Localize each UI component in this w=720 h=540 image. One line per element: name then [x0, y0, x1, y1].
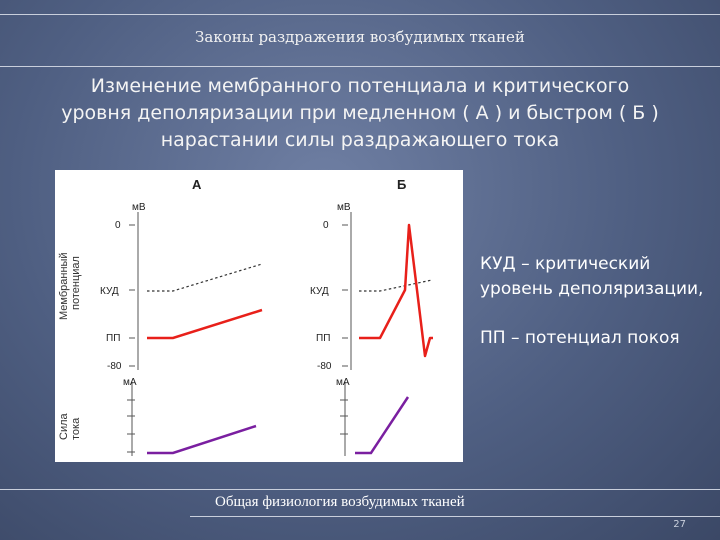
top-rule-1	[0, 14, 720, 15]
ylabel-current-2: тока	[70, 417, 82, 440]
legend-kud-line-1: КУД – критический	[480, 254, 651, 274]
page-number: 27	[673, 519, 686, 530]
panel-b-action-potential-line	[359, 223, 433, 358]
ylabel-membrane-2: потенциал	[70, 256, 82, 310]
ylabel-current-1: Сила	[58, 412, 70, 440]
footer-rule-1	[0, 489, 720, 490]
panel-a-unit-mv: мВ	[132, 202, 146, 213]
footer-text: Общая физиология возбудимых тканей	[215, 494, 465, 510]
legend-kud-line-2: уровень деполяризации,	[480, 279, 704, 299]
panel-a-tick-pp: ПП	[106, 333, 120, 344]
panel-b-label: Б	[397, 177, 406, 192]
footer-rule-2	[190, 516, 720, 517]
panel-a-label: А	[192, 177, 202, 192]
panel-a-tick-kud: КУД	[100, 286, 119, 297]
legend-pp: ПП – потенциал покоя	[480, 328, 680, 348]
panel-b-unit-mv: мВ	[337, 202, 351, 213]
panel-a-current-line	[147, 424, 257, 455]
panel-b-tick-0: 0	[323, 220, 329, 231]
panel-a-tick-minus80: -80	[107, 361, 122, 372]
physiology-figure: А Б Мембранный потенциал Сила тока мВ 0 …	[55, 170, 463, 462]
panel-b-current-line	[355, 396, 410, 455]
ylabel-membrane-1: Мембранный	[58, 252, 70, 320]
slide-title: Изменение мембранного потенциала и крити…	[40, 73, 680, 154]
slide-title-line-2: уровня деполяризации при медленном ( А )…	[61, 102, 659, 124]
panel-a-unit-ma: мА	[123, 377, 137, 388]
header-title: Законы раздражения возбудимых тканей	[195, 28, 525, 46]
panel-a-threshold-line	[147, 263, 263, 292]
panel-a-tick-0: 0	[115, 220, 121, 231]
panel-b-axes	[340, 212, 352, 456]
panel-b-threshold-line	[359, 279, 433, 292]
panel-a-potential-line	[147, 308, 263, 340]
slide-title-line-1: Изменение мембранного потенциала и крити…	[90, 75, 630, 97]
panel-b-unit-ma: мА	[336, 377, 350, 388]
panel-a-axes	[127, 212, 139, 456]
top-rule-2	[0, 66, 720, 67]
panel-b-tick-pp: ПП	[316, 333, 330, 344]
legend-kud: КУД – критический уровень деполяризации,	[480, 252, 715, 302]
panel-b-tick-kud: КУД	[310, 286, 329, 297]
slide-title-line-3: нарастании силы раздражающего тока	[160, 129, 560, 151]
panel-b-tick-minus80: -80	[317, 361, 332, 372]
